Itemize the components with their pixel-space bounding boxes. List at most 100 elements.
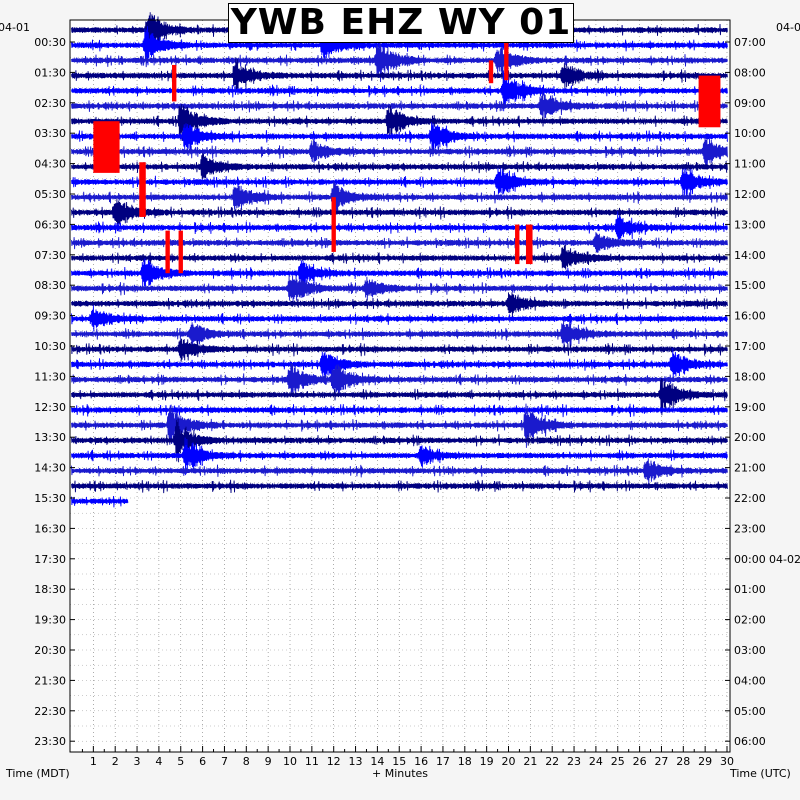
x-tick-label: 7 (221, 755, 228, 768)
x-tick-label: 11 (305, 755, 319, 768)
x-axis-title: + Minutes (372, 767, 428, 780)
plot-area (70, 20, 730, 752)
right-time-label: 16:00 (734, 310, 766, 323)
right-time-label: 07:00 (734, 36, 766, 49)
x-tick-label: 22 (545, 755, 559, 768)
right-time-label: 06:00 (734, 735, 766, 748)
x-tick-label: 30 (720, 755, 734, 768)
left-time-label: 16:30 (34, 522, 66, 535)
clipped-signal-bar (504, 40, 509, 81)
clipped-signal-bar (172, 64, 177, 102)
x-tick-label: 24 (589, 755, 603, 768)
left-time-label: 06:30 (34, 218, 66, 231)
chart-title: YWB EHZ WY 01 (228, 3, 574, 43)
right-time-label: 21:00 (734, 462, 766, 475)
date-left: 04-01 (0, 21, 30, 34)
left-time-label: 18:30 (34, 583, 66, 596)
left-time-label: 13:30 (34, 431, 66, 444)
trace-row (71, 338, 728, 362)
trace-row (71, 403, 728, 448)
right-time-label: 02:00 (734, 614, 766, 627)
right-time-label: 01:00 (734, 583, 766, 596)
x-tick-label: 20 (502, 755, 516, 768)
trace-row (71, 437, 728, 476)
trace-row (71, 479, 728, 494)
right-time-label: 10:00 (734, 127, 766, 140)
left-time-label: 08:30 (34, 279, 66, 292)
x-tick-label: 21 (523, 755, 537, 768)
left-time-label: 07:30 (34, 249, 66, 262)
x-tick-label: 17 (436, 755, 450, 768)
x-tick-label: 6 (199, 755, 206, 768)
date-right-mid: 04-02 (769, 553, 800, 566)
left-time-label: 22:30 (34, 705, 66, 718)
right-time-label: 20:00 (734, 431, 766, 444)
trace-row (71, 153, 728, 180)
trace-row (71, 211, 728, 243)
trace-row (71, 122, 728, 153)
x-tick-label: 2 (112, 755, 119, 768)
trace-row (71, 377, 728, 416)
right-time-label: 23:00 (734, 522, 766, 535)
x-tick-label: 28 (676, 755, 690, 768)
right-time-label: 12:00 (734, 188, 766, 201)
trace-row (71, 135, 728, 170)
trace-row (71, 26, 728, 66)
clipped-signal-bar (515, 224, 520, 265)
clipped-signal-bar (525, 224, 533, 265)
left-time-label: 05:30 (34, 188, 66, 201)
trace-row (71, 495, 129, 508)
clipped-signal-bar (165, 230, 170, 274)
left-time-label: 15:30 (34, 492, 66, 505)
x-tick-label: 29 (698, 755, 712, 768)
left-time-label: 00:30 (34, 36, 66, 49)
x-tick-label: 10 (283, 755, 297, 768)
left-time-label: 02:30 (34, 97, 66, 110)
x-tick-label: 8 (243, 755, 250, 768)
left-time-label: 21:30 (34, 674, 66, 687)
trace-row (71, 41, 728, 83)
x-tick-label: 14 (370, 755, 384, 768)
axis-ticks (70, 41, 730, 752)
trace-row (71, 103, 728, 142)
trace-row (71, 362, 728, 398)
trace-row (71, 418, 728, 463)
x-tick-label: 27 (654, 755, 668, 768)
trace-row (71, 458, 728, 485)
x-tick-label: 19 (480, 755, 494, 768)
left-time-label: 10:30 (34, 340, 66, 353)
trace-row (71, 403, 728, 418)
left-time-label: 19:30 (34, 614, 66, 627)
right-time-label: 17:00 (734, 340, 766, 353)
right-time-label: 22:00 (734, 492, 766, 505)
right-time-label: 18:00 (734, 370, 766, 383)
right-time-label: 05:00 (734, 705, 766, 718)
right-time-label: 11:00 (734, 158, 766, 171)
left-time-label: 17:30 (34, 553, 66, 566)
x-tick-label: 25 (611, 755, 625, 768)
trace-row (71, 348, 728, 379)
clipped-signal-bar (698, 75, 721, 128)
x-tick-label: 26 (633, 755, 647, 768)
clipped-signal-bar (178, 230, 183, 274)
clipped-signal-bars (93, 40, 721, 274)
right-time-label: 00:00 (734, 553, 766, 566)
right-time-label: 09:00 (734, 97, 766, 110)
left-time-label: 01:30 (34, 66, 66, 79)
x-tick-label: 15 (392, 755, 406, 768)
trace-row (71, 168, 728, 198)
right-time-label: 13:00 (734, 218, 766, 231)
right-time-label: 03:00 (734, 644, 766, 657)
clipped-signal-bar (139, 162, 146, 217)
right-time-label: 08:00 (734, 66, 766, 79)
left-time-label: 11:30 (34, 370, 66, 383)
trace-row (71, 70, 728, 112)
x-tick-label: 12 (327, 755, 341, 768)
trace-row (71, 305, 728, 332)
seismic-traces (71, 12, 728, 508)
left-time-label: 23:30 (34, 735, 66, 748)
trace-row (71, 57, 728, 95)
left-axis-title: Time (MDT) (5, 767, 70, 780)
left-time-label: 20:30 (34, 644, 66, 657)
x-tick-label: 18 (458, 755, 472, 768)
